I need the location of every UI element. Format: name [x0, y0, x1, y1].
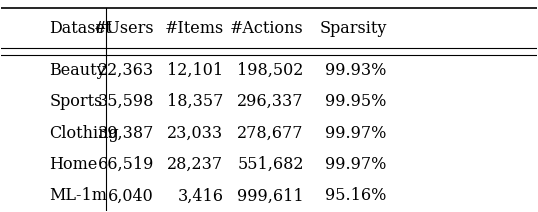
Text: #Items: #Items	[164, 20, 223, 37]
Text: Beauty: Beauty	[49, 62, 106, 79]
Text: Sparsity: Sparsity	[320, 20, 387, 37]
Text: 3,416: 3,416	[178, 187, 223, 204]
Text: 99.95%: 99.95%	[325, 93, 387, 110]
Text: 99.97%: 99.97%	[325, 125, 387, 142]
Text: 28,237: 28,237	[167, 156, 223, 173]
Text: 39,387: 39,387	[97, 125, 154, 142]
Text: 6,040: 6,040	[108, 187, 154, 204]
Text: ML-1m: ML-1m	[49, 187, 108, 204]
Text: Home: Home	[49, 156, 98, 173]
Text: 296,337: 296,337	[237, 93, 304, 110]
Text: 22,363: 22,363	[98, 62, 154, 79]
Text: Sports: Sports	[49, 93, 103, 110]
Text: 99.93%: 99.93%	[325, 62, 387, 79]
Text: Clothing: Clothing	[49, 125, 119, 142]
Text: 278,677: 278,677	[237, 125, 304, 142]
Text: Dataset: Dataset	[49, 20, 112, 37]
Text: 12,101: 12,101	[167, 62, 223, 79]
Text: 999,611: 999,611	[237, 187, 304, 204]
Text: 198,502: 198,502	[237, 62, 304, 79]
Text: 18,357: 18,357	[167, 93, 223, 110]
Text: #Actions: #Actions	[230, 20, 304, 37]
Text: 66,519: 66,519	[97, 156, 154, 173]
Text: 35,598: 35,598	[97, 93, 154, 110]
Text: 99.97%: 99.97%	[325, 156, 387, 173]
Text: 95.16%: 95.16%	[325, 187, 387, 204]
Text: 23,033: 23,033	[167, 125, 223, 142]
Text: 551,682: 551,682	[237, 156, 304, 173]
Text: #Users: #Users	[93, 20, 154, 37]
